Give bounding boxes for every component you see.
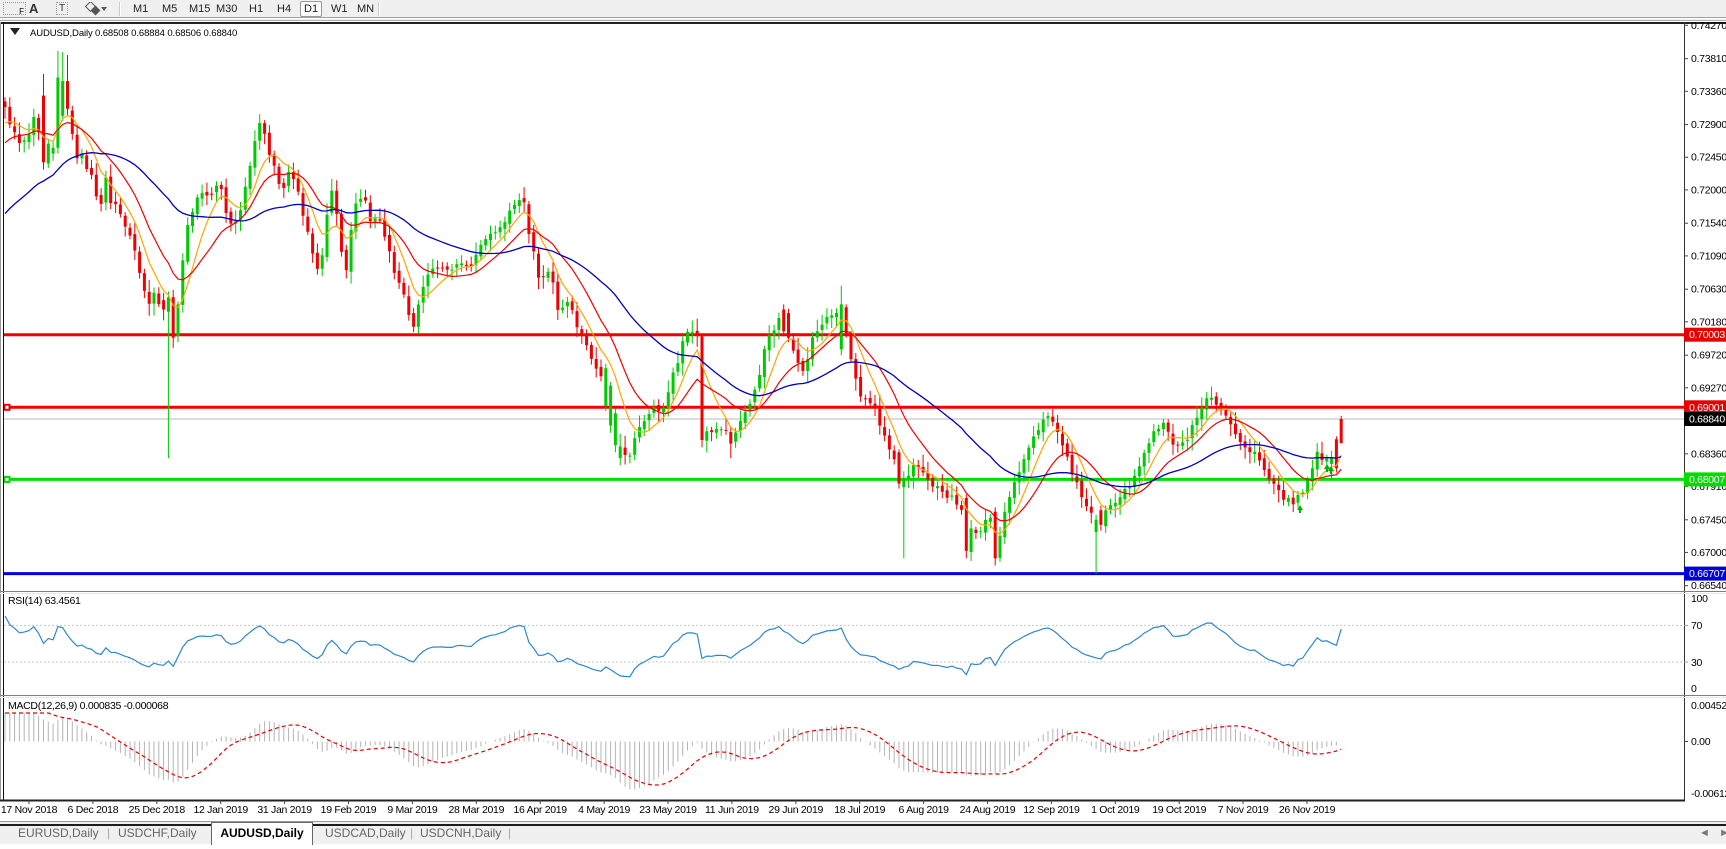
svg-text:23 May 2019: 23 May 2019 xyxy=(639,804,697,816)
svg-text:70: 70 xyxy=(1691,620,1703,632)
svg-text:1 Oct 2019: 1 Oct 2019 xyxy=(1091,804,1140,816)
svg-text:0.73810: 0.73810 xyxy=(1691,53,1726,65)
svg-text:0.004528: 0.004528 xyxy=(1691,700,1726,712)
svg-text:0.70003: 0.70003 xyxy=(1689,329,1725,341)
svg-text:6 Aug 2019: 6 Aug 2019 xyxy=(899,804,950,816)
svg-text:0.69001: 0.69001 xyxy=(1689,402,1725,414)
svg-text:0.66707: 0.66707 xyxy=(1689,568,1725,580)
svg-text:0.73360: 0.73360 xyxy=(1691,86,1726,98)
svg-text:4 May 2019: 4 May 2019 xyxy=(578,804,630,816)
svg-text:0.67000: 0.67000 xyxy=(1691,547,1726,559)
svg-text:7 Nov 2019: 7 Nov 2019 xyxy=(1218,804,1269,816)
svg-text:100: 100 xyxy=(1691,593,1708,605)
svg-text:18 Jul 2019: 18 Jul 2019 xyxy=(834,804,885,816)
svg-text:0.72450: 0.72450 xyxy=(1691,152,1726,164)
svg-text:0.71540: 0.71540 xyxy=(1691,218,1726,230)
svg-text:0.69720: 0.69720 xyxy=(1691,350,1726,362)
svg-text:28 Mar 2019: 28 Mar 2019 xyxy=(448,804,504,816)
svg-text:0.00: 0.00 xyxy=(1691,736,1711,748)
svg-text:-0.006122: -0.006122 xyxy=(1691,788,1726,800)
svg-text:19 Feb 2019: 19 Feb 2019 xyxy=(321,804,377,816)
svg-text:31 Jan 2019: 31 Jan 2019 xyxy=(257,804,312,816)
svg-text:0: 0 xyxy=(1691,683,1697,695)
svg-text:12 Jan 2019: 12 Jan 2019 xyxy=(193,804,248,816)
svg-text:0.70180: 0.70180 xyxy=(1691,316,1726,328)
svg-text:30: 30 xyxy=(1691,657,1703,669)
svg-text:11 Jun 2019: 11 Jun 2019 xyxy=(705,804,759,816)
svg-text:RSI(14) 63.4561: RSI(14) 63.4561 xyxy=(8,595,81,607)
svg-text:6 Dec 2018: 6 Dec 2018 xyxy=(68,804,119,816)
svg-text:26 Nov 2019: 26 Nov 2019 xyxy=(1279,804,1336,816)
svg-text:0.72900: 0.72900 xyxy=(1691,119,1726,131)
svg-text:25 Dec 2018: 25 Dec 2018 xyxy=(129,804,186,816)
svg-text:0.69270: 0.69270 xyxy=(1691,382,1726,394)
svg-text:24 Aug 2019: 24 Aug 2019 xyxy=(960,804,1016,816)
svg-text:0.67450: 0.67450 xyxy=(1691,514,1726,526)
svg-text:MACD(12,26,9) 0.000835 -0.0000: MACD(12,26,9) 0.000835 -0.000068 xyxy=(8,700,169,712)
svg-text:0.72000: 0.72000 xyxy=(1691,184,1726,196)
svg-text:16 Apr 2019: 16 Apr 2019 xyxy=(514,804,568,816)
svg-text:9 Mar 2019: 9 Mar 2019 xyxy=(387,804,438,816)
svg-text:0.71090: 0.71090 xyxy=(1691,250,1726,262)
svg-text:0.68840: 0.68840 xyxy=(1689,414,1725,426)
svg-text:29 Jun 2019: 29 Jun 2019 xyxy=(769,804,824,816)
svg-text:17 Nov 2018: 17 Nov 2018 xyxy=(1,804,58,816)
svg-text:0.68508 0.68884 0.68506 0.6884: 0.68508 0.68884 0.68506 0.68840 xyxy=(95,28,237,39)
svg-text:AUDUSD,Daily: AUDUSD,Daily xyxy=(30,28,93,39)
svg-text:0.74270: 0.74270 xyxy=(1691,20,1726,32)
svg-text:0.70630: 0.70630 xyxy=(1691,284,1726,296)
svg-text:0.66540: 0.66540 xyxy=(1691,580,1726,592)
svg-text:12 Sep 2019: 12 Sep 2019 xyxy=(1023,804,1080,816)
svg-text:0.68360: 0.68360 xyxy=(1691,448,1726,460)
svg-text:0.68007: 0.68007 xyxy=(1689,474,1725,486)
svg-text:19 Oct 2019: 19 Oct 2019 xyxy=(1152,804,1206,816)
